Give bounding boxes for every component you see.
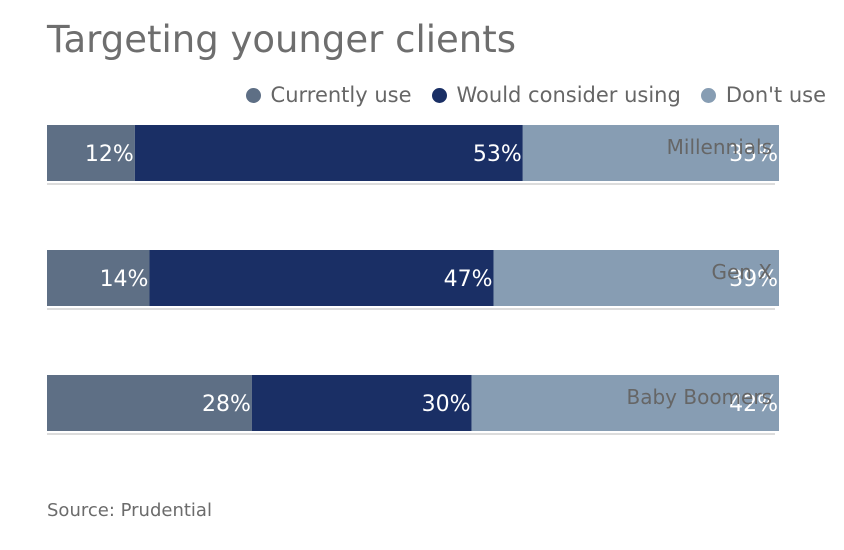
data-label-gen-x-currently-use: 14% <box>100 267 149 292</box>
legend-label-currently-use: Currently use <box>270 83 412 107</box>
category-label-baby-boomers: Baby Boomers <box>627 385 773 409</box>
bar-gen-x-don-t-use <box>493 250 779 306</box>
legend: Currently use Would consider using Don't… <box>226 83 826 107</box>
legend-swatch-dont-use <box>700 87 716 103</box>
bar-gen-x-currently-use <box>47 250 150 306</box>
data-label-baby-boomers-would-consider-using: 30% <box>422 392 471 417</box>
category-label-gen-x: Gen X <box>711 260 772 284</box>
data-label-millennials-would-consider-using: 53% <box>473 142 522 167</box>
legend-item-would-consider-using: Would consider using <box>431 83 681 107</box>
bar-baby-boomers-don-t-use <box>471 375 779 431</box>
chart-title: Targeting younger clients <box>47 18 517 61</box>
legend-label-dont-use: Don't use <box>725 83 826 107</box>
data-label-baby-boomers-currently-use: 28% <box>202 392 251 417</box>
legend-label-would-consider-using: Would consider using <box>456 83 681 107</box>
legend-item-currently-use: Currently use <box>245 83 412 107</box>
bar-baby-boomers-currently-use <box>47 375 252 431</box>
legend-swatch-currently-use <box>245 87 261 103</box>
data-label-gen-x-don-t-use: 39% <box>729 267 778 292</box>
legend-swatch-would-consider-using <box>431 87 447 103</box>
bar-gen-x-would-consider-using <box>149 250 494 306</box>
data-label-gen-x-would-consider-using: 47% <box>444 267 493 292</box>
bar-millennials-currently-use <box>47 125 135 181</box>
bar-millennials-would-consider-using <box>134 125 523 181</box>
bar-millennials-don-t-use <box>522 125 779 181</box>
data-label-millennials-don-t-use: 35% <box>729 142 778 167</box>
source-note: Source: Prudential <box>47 500 212 521</box>
category-label-millennials: Millennials <box>667 135 772 159</box>
bar-baby-boomers-would-consider-using <box>251 375 472 431</box>
legend-item-dont-use: Don't use <box>700 83 826 107</box>
data-label-millennials-currently-use: 12% <box>85 142 134 167</box>
data-label-baby-boomers-don-t-use: 42% <box>729 392 778 417</box>
